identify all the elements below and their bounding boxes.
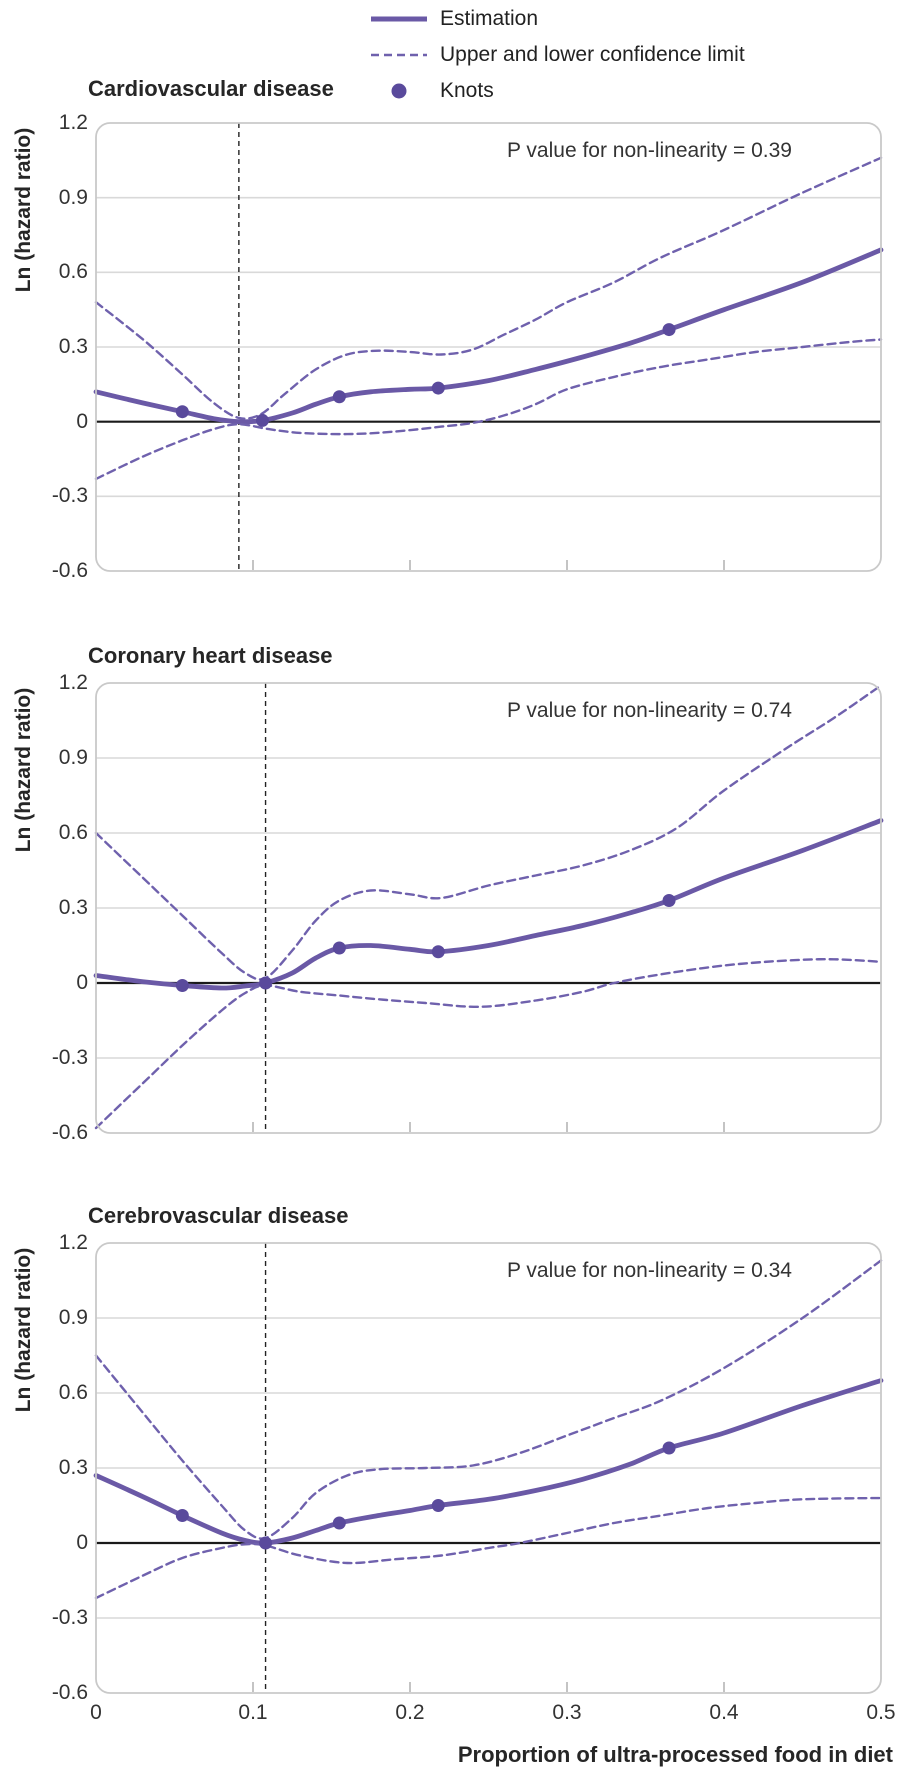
x-axis-title: Proportion of ultra-processed food in di… xyxy=(457,1742,893,1767)
panel-2-plot xyxy=(93,682,884,1134)
legend-ci-label: Upper and lower confidence limit xyxy=(440,43,745,66)
knot-dot xyxy=(332,941,346,955)
y-tick-label: 0.9 xyxy=(58,185,88,209)
legend-item-knots: Knots xyxy=(370,73,745,109)
confidence-limit-line xyxy=(94,1259,883,1540)
y-tick-label: 0.6 xyxy=(58,260,88,284)
y-tick-label: 0.3 xyxy=(58,335,88,358)
y-tick-label: 0.6 xyxy=(58,821,88,844)
confidence-limit-line xyxy=(94,1496,883,1600)
confidence-limit-line xyxy=(94,958,883,1130)
knot-dot xyxy=(662,323,676,337)
knot-dot xyxy=(259,1536,273,1550)
x-tick-label: 0.3 xyxy=(552,1701,582,1724)
plot-border xyxy=(95,682,882,1134)
estimation-line-swatch-icon xyxy=(371,16,427,22)
estimation-line xyxy=(93,818,884,991)
estimation-line xyxy=(93,247,884,425)
legend-item-estimation: Estimation xyxy=(370,1,745,37)
knot-dot xyxy=(431,1499,445,1512)
x-tick-label: 0.2 xyxy=(395,1701,425,1724)
knot-dot xyxy=(175,979,189,992)
y-tick-label: 0 xyxy=(76,1531,88,1554)
y-tick-label: 0.9 xyxy=(58,746,88,769)
knot-dot xyxy=(662,1441,676,1455)
knot-dot-swatch-icon xyxy=(391,83,407,99)
y-tick-label: -0.6 xyxy=(51,1681,88,1704)
confidence-limit-line xyxy=(94,156,883,420)
y-tick-label: 0 xyxy=(76,971,88,994)
x-tick-label: 0.1 xyxy=(238,1701,268,1724)
y-tick-label: 0.3 xyxy=(58,1456,88,1479)
legend-knots-label: Knots xyxy=(440,79,494,102)
plot-border xyxy=(95,122,882,572)
x-tick-label: 0.5 xyxy=(866,1701,896,1724)
x-tick-label: 0.4 xyxy=(709,1701,739,1724)
panel-3-plot xyxy=(93,1242,884,1694)
y-tick-label: -0.3 xyxy=(51,1606,88,1629)
knot-dot xyxy=(255,413,269,427)
y-tick-label: 1.2 xyxy=(58,111,88,134)
y-tick-label: -0.3 xyxy=(51,1046,88,1069)
knot-dot xyxy=(175,405,189,419)
knot-dot xyxy=(431,381,445,395)
knot-dot xyxy=(259,976,273,990)
knot-dot xyxy=(332,1516,346,1530)
knot-dot xyxy=(175,1509,189,1522)
y-tick-label: -0.6 xyxy=(51,1121,88,1144)
plot-border xyxy=(95,1242,882,1694)
confidence-limit-line xyxy=(94,338,883,481)
confidence-limit-line xyxy=(94,684,883,981)
knot-dot xyxy=(431,945,445,959)
legend-estimation-label: Estimation xyxy=(440,7,539,30)
y-tick-label: -0.3 xyxy=(51,484,88,508)
confidence-limit-dashed-swatch-icon xyxy=(371,53,427,57)
y-tick-label: -0.6 xyxy=(51,559,88,582)
y-tick-label: 0.6 xyxy=(58,1381,88,1404)
y-tick-label: 1.2 xyxy=(58,1231,88,1254)
panel-1-plot xyxy=(93,122,884,572)
p-value-annotation-cardiovascular: P value for non-linearity = 0.39 xyxy=(506,139,792,162)
legend-item-ci: Upper and lower confidence limit xyxy=(370,37,745,73)
p-value-annotation-cerebrovascular: P value for non-linearity = 0.34 xyxy=(506,1259,792,1282)
y-tick-label: 0.3 xyxy=(58,896,88,919)
y-tick-label: 1.2 xyxy=(58,671,88,694)
knot-dot xyxy=(662,894,676,907)
panel-title-cerebrovascular: Cerebrovascular disease xyxy=(88,1203,349,1228)
p-value-annotation-coronary: P value for non-linearity = 0.74 xyxy=(506,699,792,722)
y-tick-label: 0 xyxy=(76,409,88,433)
panel-title-cardiovascular: Cardiovascular disease xyxy=(88,76,334,101)
y-tick-label: 0.9 xyxy=(58,1306,88,1329)
legend: Estimation Upper and lower confidence li… xyxy=(370,1,745,109)
panel-title-coronary: Coronary heart disease xyxy=(88,643,333,668)
x-tick-label: 0 xyxy=(90,1701,102,1724)
knot-dot xyxy=(332,390,346,404)
